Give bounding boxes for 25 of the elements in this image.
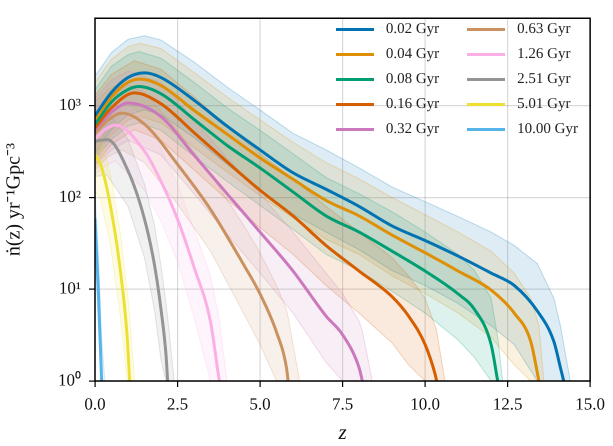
legend-label: 5.01 Gyr <box>517 96 570 113</box>
y-axis-title: ṅ(z) yr⁻¹Gpc⁻³ <box>2 143 24 256</box>
line-series <box>95 154 132 381</box>
y-tick-label: 10¹ <box>58 278 81 298</box>
legend-label: 0.08 Gyr <box>386 71 440 88</box>
x-tick-label: 2.5 <box>166 394 188 414</box>
legend-label: 1.26 Gyr <box>517 46 570 63</box>
legend-label: 0.63 Gyr <box>517 21 570 38</box>
x-tick-label: 15.0 <box>575 394 605 414</box>
x-tick-label: 5.0 <box>249 394 271 414</box>
y-tick-label: 10² <box>58 186 81 206</box>
x-tick-label: 12.5 <box>492 394 522 414</box>
legend-label: 2.51 Gyr <box>517 71 570 88</box>
y-tick-label: 10³ <box>58 95 81 114</box>
line-series <box>95 138 170 381</box>
legend-label: 10.00 Gyr <box>517 121 578 138</box>
legend-label: 0.32 Gyr <box>386 121 440 138</box>
y-tick-label: 10⁰ <box>58 370 81 390</box>
legend-label: 0.04 Gyr <box>386 46 440 63</box>
legend-label: 0.16 Gyr <box>386 96 440 113</box>
x-tick-label: 10.0 <box>410 394 440 414</box>
legend-label: 0.02 Gyr <box>386 21 440 38</box>
x-tick-label: 0.0 <box>84 394 106 414</box>
x-tick-label: 7.5 <box>332 394 354 414</box>
x-axis-title: z <box>337 420 347 444</box>
